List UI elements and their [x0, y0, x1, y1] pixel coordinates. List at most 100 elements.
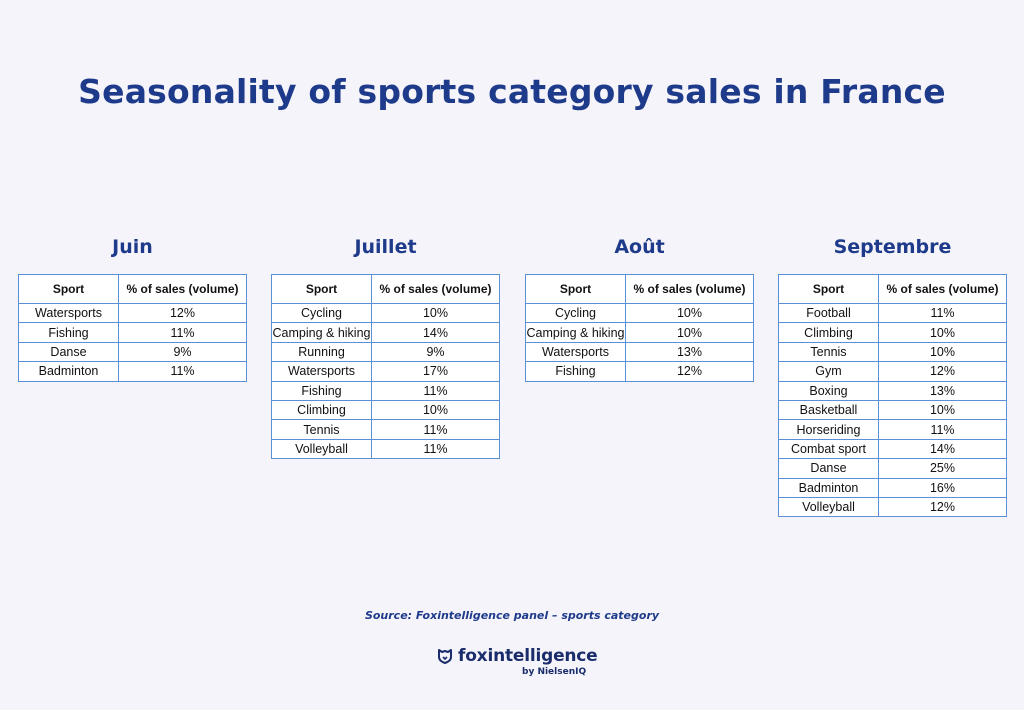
table-row: Watersports 17%: [271, 361, 500, 382]
month-block: Août Sport% of sales (volume) Cycling 10% Ca…: [525, 234, 754, 382]
table-row: Fishing 12%: [525, 361, 754, 382]
sales-share-cell: 25%: [878, 458, 1007, 479]
column-header-sport: Sport: [271, 274, 372, 304]
fox-shield-icon: [438, 649, 452, 664]
month-block: Septembre Sport% of sales (volume) Footbal…: [778, 234, 1007, 518]
month-title: Juin: [112, 236, 153, 258]
sales-share-cell: 11%: [371, 419, 500, 440]
sport-cell: Badminton: [18, 361, 119, 382]
sport-cell: Watersports: [18, 302, 119, 324]
sport-cell: Climbing: [778, 322, 879, 343]
logo-wordmark: foxintelligence: [458, 646, 598, 666]
sales-share-cell: 11%: [371, 380, 500, 401]
sales-table: Sport% of sales (volume) Watersports 12% Fi…: [18, 274, 247, 382]
column-header-sales: % of sales (volume): [118, 274, 247, 304]
column-header-sport: Sport: [18, 274, 119, 304]
source-note: Source: Foxintelligence panel – sports c…: [364, 609, 660, 622]
sport-cell: Fishing: [18, 322, 119, 343]
table-row: Fishing 11%: [271, 380, 500, 401]
column-header-sales: % of sales (volume): [371, 274, 500, 304]
table-header-row: Sport% of sales (volume): [271, 274, 500, 304]
table-row: Camping & hiking 10%: [525, 322, 754, 343]
sport-cell: Fishing: [271, 380, 372, 401]
table-header-row: Sport% of sales (volume): [525, 274, 754, 304]
table-header-row: Sport% of sales (volume): [18, 274, 247, 304]
table-row: Boxing 13%: [778, 380, 1007, 401]
table-header-row: Sport% of sales (volume): [778, 274, 1007, 304]
sport-cell: Watersports: [525, 341, 626, 363]
sport-cell: Combat sport: [778, 438, 879, 460]
table-row: Volleyball 12%: [778, 496, 1007, 518]
sales-share-cell: 13%: [625, 341, 754, 363]
sales-share-cell: 10%: [371, 399, 500, 421]
sales-share-cell: 9%: [371, 341, 500, 363]
sales-share-cell: 16%: [878, 477, 1007, 498]
month-block: Juin Sport% of sales (volume) Watersports 1…: [18, 234, 247, 382]
column-header-sport: Sport: [525, 274, 626, 304]
sport-cell: Running: [271, 341, 372, 363]
table-row: Cycling 10%: [525, 302, 754, 324]
sport-cell: Volleyball: [778, 496, 879, 518]
table-row: Cycling 10%: [271, 302, 500, 324]
table-row: Combat sport 14%: [778, 438, 1007, 460]
table-row: Horseriding 11%: [778, 419, 1007, 440]
sport-cell: Tennis: [778, 341, 879, 363]
table-row: Football 11%: [778, 302, 1007, 324]
sales-share-cell: 10%: [625, 322, 754, 343]
table-row: Climbing 10%: [778, 322, 1007, 343]
sales-share-cell: 12%: [625, 361, 754, 382]
sales-share-cell: 10%: [878, 341, 1007, 363]
sport-cell: Camping & hiking: [271, 322, 372, 343]
table-row: Badminton 16%: [778, 477, 1007, 498]
sales-share-cell: 10%: [625, 302, 754, 324]
sport-cell: Tennis: [271, 419, 372, 440]
sport-cell: Badminton: [778, 477, 879, 498]
table-row: Badminton 11%: [18, 361, 247, 382]
sales-table: Sport% of sales (volume) Cycling 10% Campin…: [525, 274, 754, 382]
sales-share-cell: 12%: [118, 302, 247, 324]
table-row: Basketball 10%: [778, 399, 1007, 421]
sales-share-cell: 17%: [371, 361, 500, 382]
sales-share-cell: 11%: [878, 419, 1007, 440]
sport-cell: Football: [778, 302, 879, 324]
sales-share-cell: 14%: [371, 322, 500, 343]
sales-share-cell: 12%: [878, 361, 1007, 382]
month-title: Juillet: [354, 236, 417, 258]
table-row: Fishing 11%: [18, 322, 247, 343]
sport-cell: Fishing: [525, 361, 626, 382]
table-row: Watersports 12%: [18, 302, 247, 324]
sales-share-cell: 9%: [118, 341, 247, 363]
logo-subtitle: by NielsenIQ: [522, 667, 587, 677]
column-header-sport: Sport: [778, 274, 879, 304]
sport-cell: Cycling: [525, 302, 626, 324]
month-block: Juillet Sport% of sales (volume) Cycling 10…: [271, 234, 500, 460]
sales-share-cell: 11%: [878, 302, 1007, 324]
table-row: Watersports 13%: [525, 341, 754, 363]
sales-share-cell: 10%: [878, 399, 1007, 421]
sport-cell: Volleyball: [271, 438, 372, 460]
column-header-sales: % of sales (volume): [625, 274, 754, 304]
sport-cell: Horseriding: [778, 419, 879, 440]
sales-table: Sport% of sales (volume) Cycling 10% Campin…: [271, 274, 500, 460]
sales-share-cell: 11%: [118, 361, 247, 382]
page-title: Seasonality of sports category sales in …: [78, 72, 946, 111]
month-title: Septembre: [833, 236, 952, 258]
table-row: Tennis 11%: [271, 419, 500, 440]
table-row: Danse 9%: [18, 341, 247, 363]
table-row: Camping & hiking 14%: [271, 322, 500, 343]
column-header-sales: % of sales (volume): [878, 274, 1007, 304]
table-row: Gym 12%: [778, 361, 1007, 382]
table-row: Running 9%: [271, 341, 500, 363]
sport-cell: Danse: [18, 341, 119, 363]
sport-cell: Cycling: [271, 302, 372, 324]
sales-table: Sport% of sales (volume) Football 11% Climb…: [778, 274, 1007, 518]
sales-share-cell: 11%: [371, 438, 500, 460]
sport-cell: Watersports: [271, 361, 372, 382]
table-row: Danse 25%: [778, 458, 1007, 479]
table-row: Climbing 10%: [271, 399, 500, 421]
sport-cell: Danse: [778, 458, 879, 479]
sport-cell: Basketball: [778, 399, 879, 421]
table-row: Tennis 10%: [778, 341, 1007, 363]
sales-share-cell: 13%: [878, 380, 1007, 401]
sales-share-cell: 11%: [118, 322, 247, 343]
